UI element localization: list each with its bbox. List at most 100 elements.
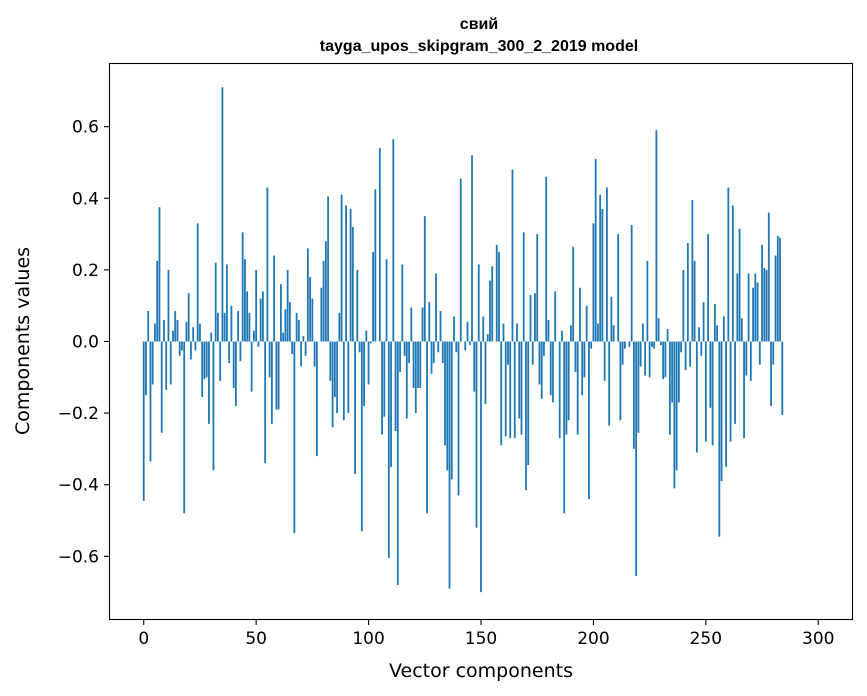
- bar: [770, 341, 772, 406]
- bar: [430, 341, 433, 374]
- bar: [446, 341, 449, 471]
- bar: [244, 259, 246, 342]
- bar: [369, 341, 372, 344]
- bar: [686, 243, 689, 342]
- bar: [178, 341, 181, 356]
- bar: [401, 264, 404, 342]
- bar: [237, 311, 240, 342]
- bar: [547, 320, 550, 342]
- bar: [650, 341, 653, 347]
- bar: [693, 260, 696, 342]
- bar: [417, 341, 419, 389]
- bar: [628, 341, 631, 347]
- bar: [333, 341, 336, 397]
- bar: [619, 341, 622, 421]
- x-tick-label: 50: [245, 629, 267, 649]
- bar: [743, 341, 745, 439]
- bar: [471, 155, 473, 342]
- bar: [291, 341, 294, 355]
- bar: [725, 341, 727, 467]
- bar: [183, 341, 186, 514]
- bar: [482, 316, 485, 342]
- bar: [142, 341, 145, 501]
- y-axis-ticks: −0.6 −0.4 −0.2 0.0 0.2 0.4 0.6: [58, 118, 110, 567]
- bar: [327, 196, 330, 342]
- bar: [172, 330, 174, 342]
- bar: [776, 235, 779, 342]
- bar: [235, 341, 237, 406]
- bar: [774, 255, 777, 342]
- bar: [536, 234, 539, 342]
- bar: [437, 341, 440, 353]
- bar: [779, 237, 781, 342]
- bar: [396, 341, 399, 585]
- bar: [630, 225, 633, 342]
- bar: [217, 312, 219, 342]
- bar: [767, 212, 770, 342]
- y-tick-label: −0.2: [58, 404, 99, 424]
- bar: [520, 341, 523, 435]
- bar: [464, 341, 467, 351]
- bar: [149, 341, 152, 462]
- bar: [704, 341, 707, 442]
- bar: [585, 305, 588, 342]
- bar: [423, 216, 426, 342]
- bar: [338, 312, 341, 342]
- bar: [270, 341, 273, 424]
- bar: [165, 341, 168, 390]
- bar: [439, 311, 442, 342]
- bar: [459, 178, 462, 342]
- bar: [662, 341, 665, 380]
- y-tick-label: 0.0: [72, 333, 99, 353]
- bar: [329, 341, 332, 381]
- bar: [682, 269, 685, 342]
- chart-title: свий: [460, 16, 498, 33]
- bar: [176, 320, 179, 342]
- bar: [253, 330, 255, 342]
- bar: [610, 296, 613, 342]
- bar: [597, 323, 599, 342]
- bar: [518, 341, 521, 419]
- bar: [529, 294, 532, 342]
- bar: [268, 341, 271, 378]
- bar: [444, 341, 446, 446]
- bar: [390, 341, 392, 467]
- bar: [158, 207, 161, 342]
- bar: [565, 341, 568, 435]
- bar: [199, 323, 201, 342]
- bar: [516, 323, 518, 342]
- bar: [351, 226, 354, 342]
- bar: [221, 87, 224, 342]
- bar: [286, 269, 289, 342]
- bar: [639, 341, 642, 367]
- bar: [477, 264, 480, 342]
- bar: [720, 341, 723, 482]
- bar: [331, 341, 334, 428]
- bar: [455, 341, 458, 353]
- bar: [230, 305, 233, 342]
- bar: [174, 311, 177, 342]
- bar: [453, 316, 455, 342]
- bar: [403, 341, 406, 356]
- bar: [160, 341, 163, 433]
- bar: [315, 341, 318, 457]
- x-tick-label: 250: [690, 629, 722, 649]
- bar: [772, 341, 775, 365]
- bar: [360, 341, 363, 532]
- bar: [187, 293, 190, 342]
- bar: [295, 312, 298, 342]
- bar: [695, 341, 698, 453]
- y-axis-label: Components values: [12, 247, 34, 435]
- bar: [163, 320, 165, 342]
- bar: [608, 341, 611, 426]
- bar: [410, 307, 413, 342]
- bar: [752, 287, 754, 342]
- bar: [716, 325, 718, 342]
- bar: [480, 341, 482, 593]
- bar: [700, 341, 703, 356]
- bar: [531, 341, 534, 365]
- bar: [426, 341, 428, 514]
- bar: [617, 234, 620, 342]
- bar: [275, 341, 278, 410]
